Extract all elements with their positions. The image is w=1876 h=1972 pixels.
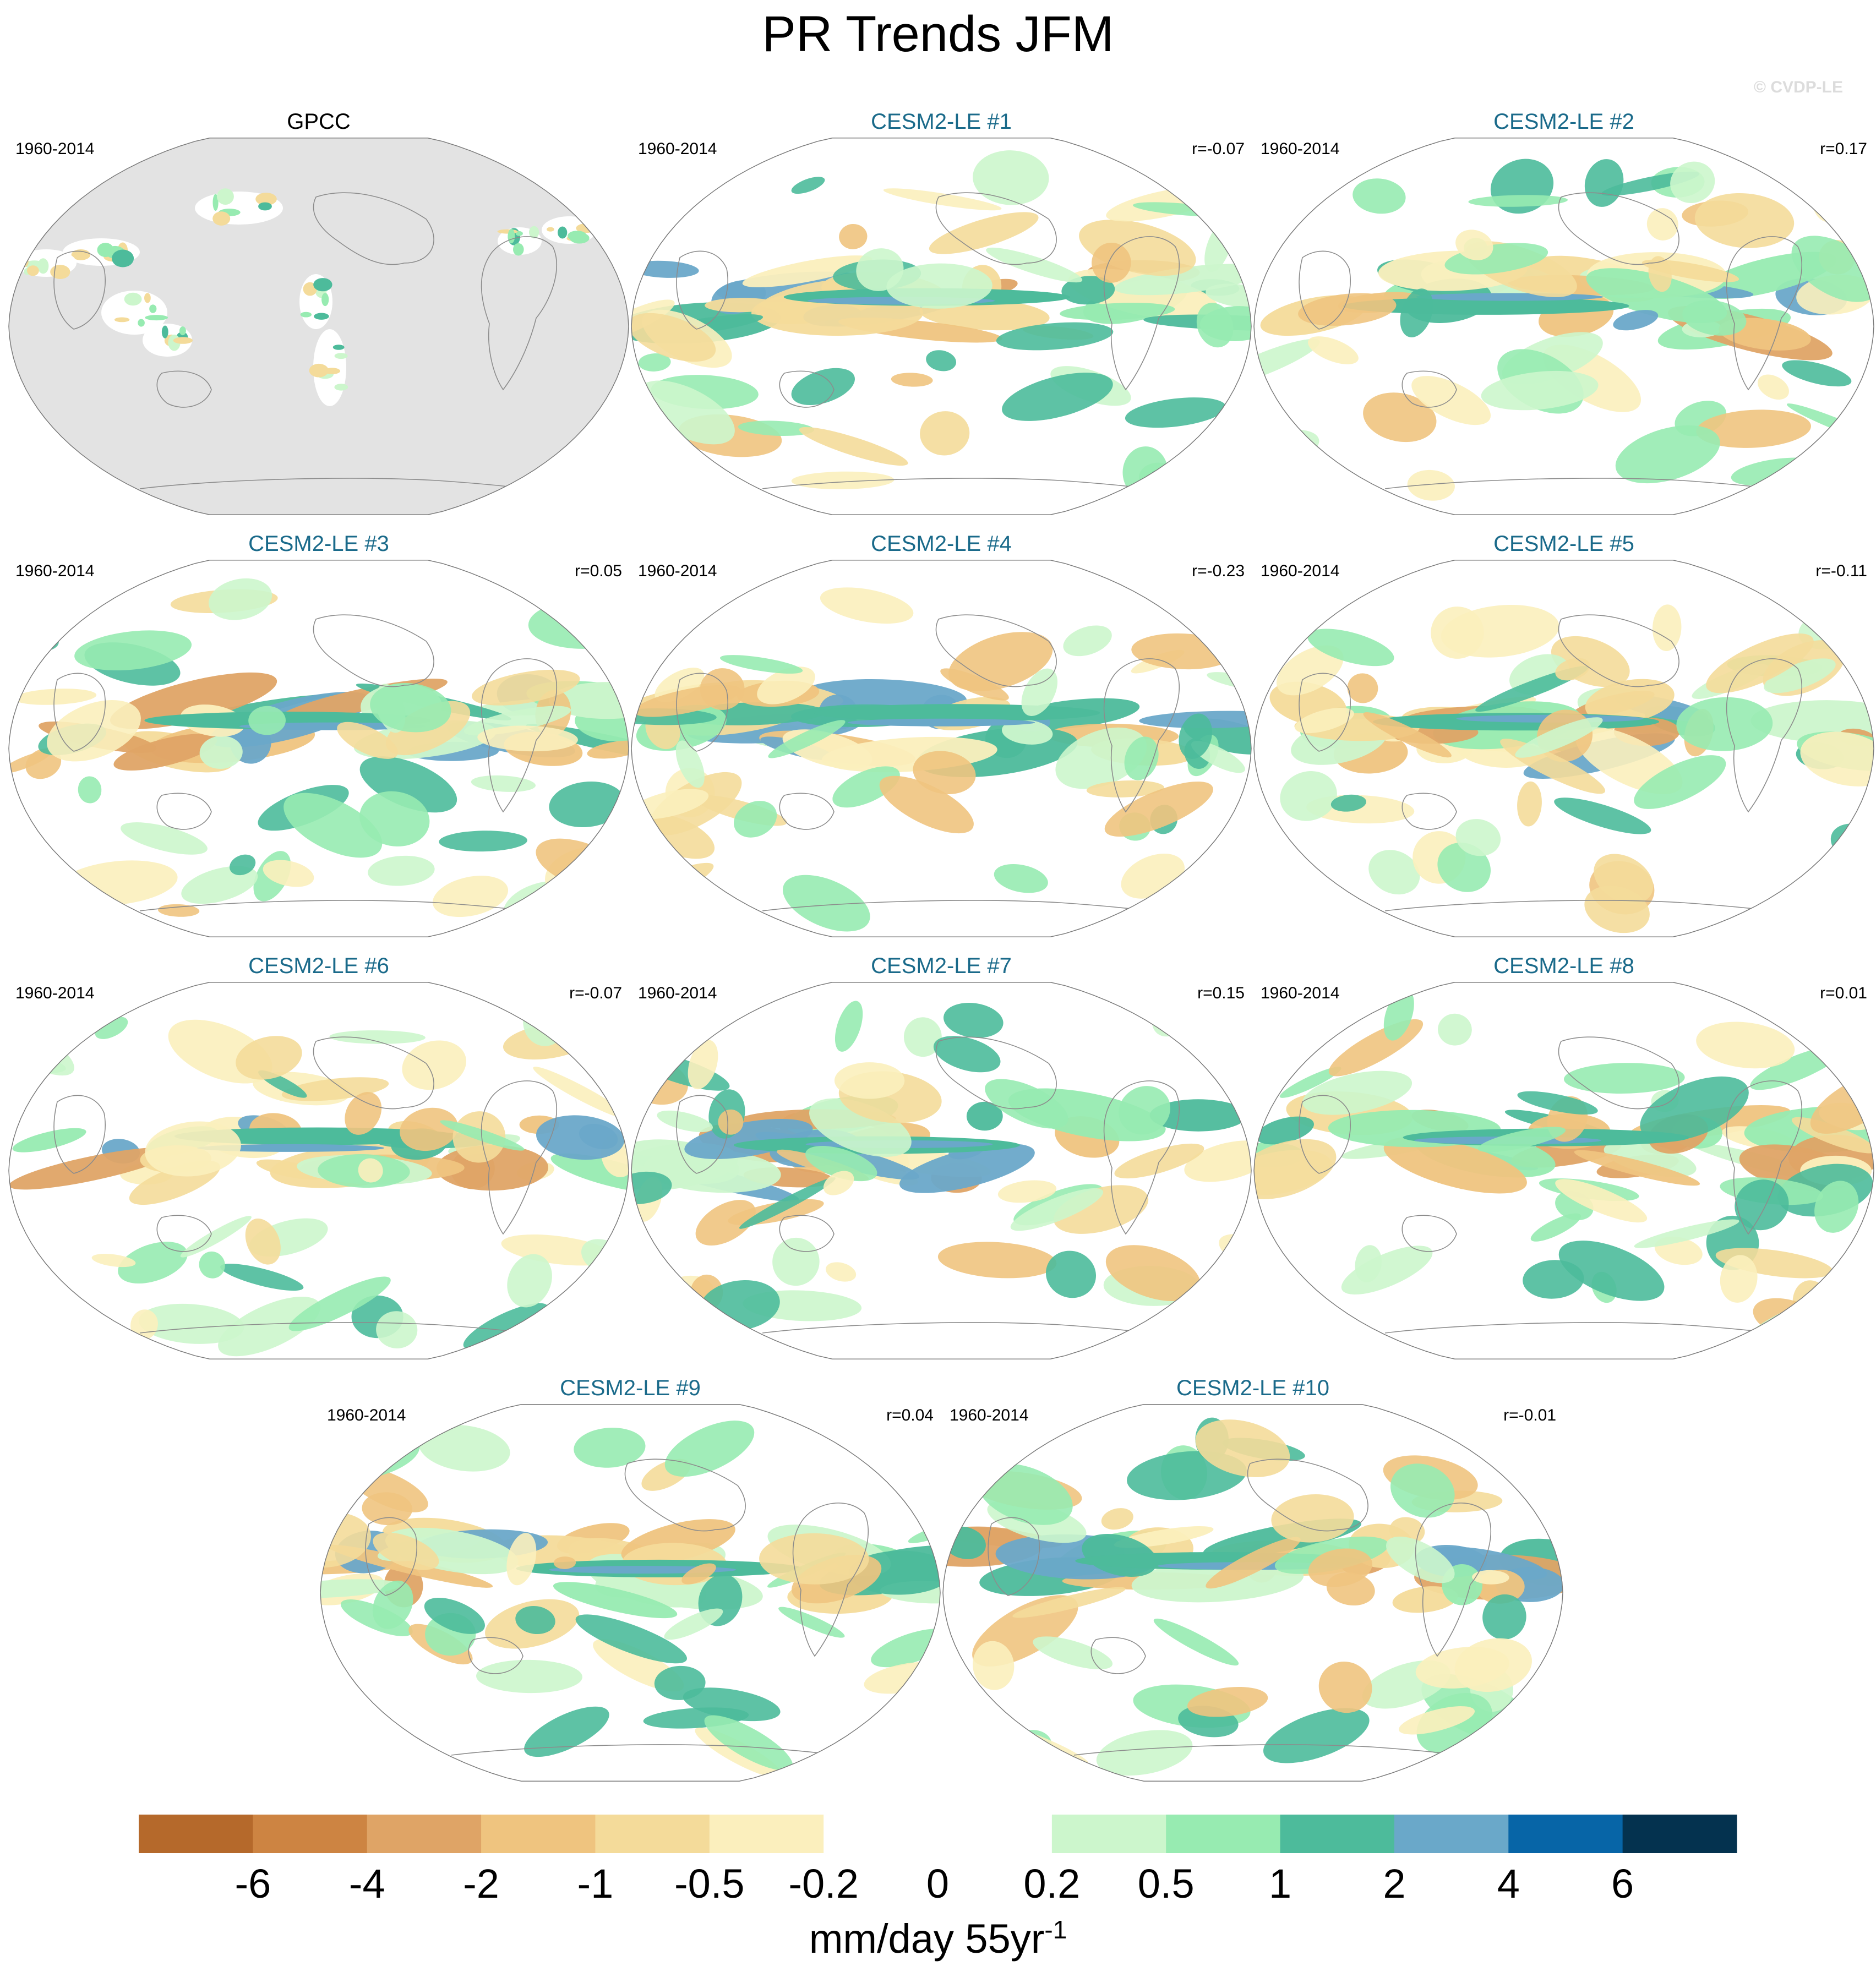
colorbar-tick-label: 0.5 [1138, 1861, 1195, 1907]
colorbar-tick-label: -6 [234, 1861, 271, 1907]
panel-period: 1960-2014 [15, 562, 95, 580]
panel-title: CESM2-LE #2 [1493, 110, 1634, 134]
colorbar-swatch [1394, 1815, 1509, 1853]
panel-correlation: r=0.15 [1197, 984, 1245, 1002]
colorbar-swatch [253, 1815, 368, 1853]
colorbar-tick-label: 0.2 [1023, 1861, 1080, 1907]
map-field [8, 138, 629, 515]
panel-correlation: r=0.05 [575, 562, 622, 580]
panel-title: CESM2-LE #3 [248, 532, 389, 556]
colorbar-swatch [481, 1815, 596, 1853]
panel-title: CESM2-LE #6 [248, 954, 389, 978]
panel-title: CESM2-LE #9 [560, 1376, 701, 1400]
colorbar-tick-label: 0 [926, 1861, 949, 1907]
panel-title: CESM2-LE #10 [1176, 1376, 1329, 1400]
map-panel: CESM2-LE #8 1960-2014 r=0.01 [1253, 953, 1875, 1361]
map-panel: CESM2-LE #4 1960-2014 r=-0.23 [630, 531, 1252, 938]
panel-period: 1960-2014 [327, 1406, 406, 1424]
map-field [631, 560, 1252, 937]
panel-period: 1960-2014 [638, 984, 717, 1002]
map-panel: CESM2-LE #7 1960-2014 r=0.15 [630, 953, 1252, 1361]
panel-correlation: r=0.17 [1820, 140, 1867, 158]
panel-correlation: r=-0.01 [1503, 1406, 1556, 1424]
colorbar-tick-label: -0.5 [674, 1861, 745, 1907]
colorbar-tick-label: -4 [349, 1861, 385, 1907]
panel-period: 1960-2014 [1261, 984, 1340, 1002]
panel-period: 1960-2014 [15, 984, 95, 1002]
map-field [1253, 982, 1874, 1359]
panel-period: 1960-2014 [15, 140, 95, 158]
map-panel: CESM2-LE #6 1960-2014 r=-0.07 [8, 953, 630, 1361]
colorbar-label: mm/day 55yr-1 [809, 1915, 1067, 1962]
map-field [942, 1404, 1563, 1782]
map-panel: CESM2-LE #9 1960-2014 r=0.04 [319, 1375, 941, 1783]
panel-period: 1960-2014 [950, 1406, 1029, 1424]
colorbar-tick-label: 2 [1383, 1861, 1405, 1907]
panel-title: CESM2-LE #1 [871, 110, 1012, 134]
colorbar-swatch [1166, 1815, 1281, 1853]
panel-correlation: r=-0.07 [1192, 140, 1245, 158]
map-field [631, 982, 1252, 1359]
map-field [320, 1404, 941, 1782]
panel-correlation: r=0.01 [1820, 984, 1867, 1002]
map-field [631, 138, 1252, 515]
map-field [8, 982, 629, 1359]
colorbar-swatch [1051, 1815, 1166, 1853]
panel-title: GPCC [287, 110, 351, 134]
cvdp-le-watermark: © CVDP-LE [1753, 78, 1843, 96]
colorbar-swatch [595, 1815, 710, 1853]
colorbar-tick-label: 4 [1497, 1861, 1520, 1907]
panel-correlation: r=0.04 [886, 1406, 934, 1424]
map-field [1253, 138, 1874, 515]
map-panel: CESM2-LE #2 1960-2014 r=0.17 [1253, 109, 1875, 516]
colorbar-swatch [1280, 1815, 1395, 1853]
colorbar-swatch [709, 1815, 824, 1853]
panel-correlation: r=-0.07 [569, 984, 622, 1002]
colorbar-swatch [824, 1815, 938, 1853]
panel-period: 1960-2014 [638, 562, 717, 580]
panel-title: CESM2-LE #7 [871, 954, 1012, 978]
panel-correlation: r=-0.23 [1192, 562, 1245, 580]
colorbar-tick-label: -1 [577, 1861, 614, 1907]
map-panel: CESM2-LE #1 1960-2014 r=-0.07 [630, 109, 1252, 516]
map-panel: CESM2-LE #5 1960-2014 r=-0.11 [1253, 531, 1875, 938]
map-panel: GPCC 1960-2014 [8, 109, 630, 516]
map-field [8, 560, 629, 937]
colorbar-swatch [1622, 1815, 1737, 1853]
colorbar-tick-label: 6 [1611, 1861, 1634, 1907]
colorbar-swatch [139, 1815, 253, 1853]
colorbar-tick-label: -2 [463, 1861, 499, 1907]
colorbar-tick-label: -0.2 [788, 1861, 859, 1907]
panel-title: CESM2-LE #5 [1493, 532, 1634, 556]
panel-title: CESM2-LE #4 [871, 532, 1012, 556]
panel-period: 1960-2014 [1261, 140, 1340, 158]
map-panel: CESM2-LE #3 1960-2014 r=0.05 [8, 531, 630, 938]
colorbar-tick-label: 1 [1269, 1861, 1291, 1907]
panel-period: 1960-2014 [638, 140, 717, 158]
colorbar-swatch [1508, 1815, 1623, 1853]
panel-correlation: r=-0.11 [1815, 562, 1867, 580]
panel-title: CESM2-LE #8 [1493, 954, 1634, 978]
panel-period: 1960-2014 [1261, 562, 1340, 580]
colorbar-swatch [367, 1815, 482, 1853]
map-field [1253, 560, 1874, 937]
figure-title: PR Trends JFM [762, 6, 1114, 62]
colorbar-swatch [937, 1815, 1052, 1853]
map-panel: CESM2-LE #10 1960-2014 r=-0.01 [942, 1375, 1564, 1783]
